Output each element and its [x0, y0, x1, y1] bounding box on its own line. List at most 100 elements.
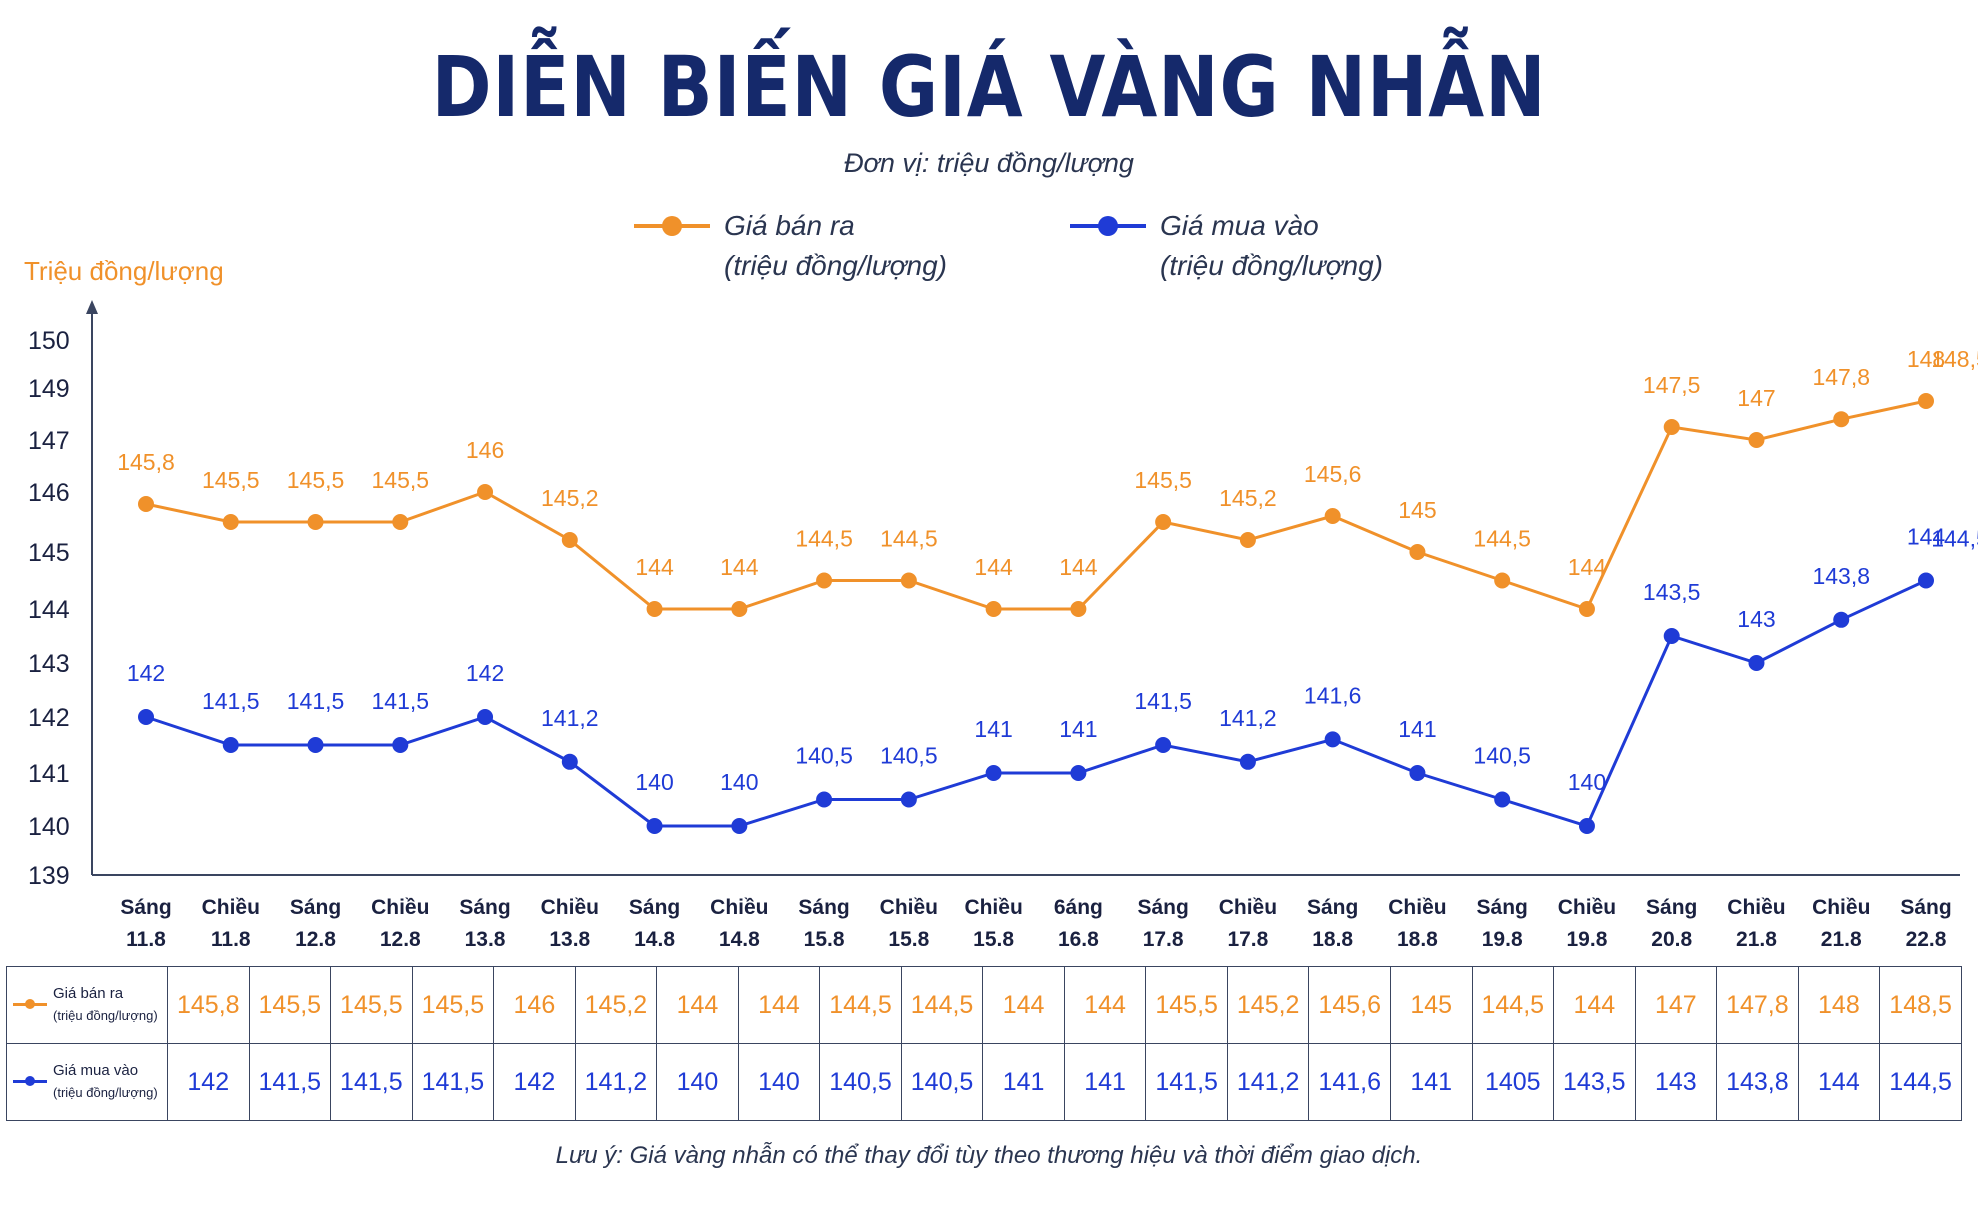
y-tick-label: 144 — [28, 596, 70, 624]
data-label: 142 — [127, 660, 165, 686]
x-tick-label: 19.8 — [1482, 928, 1523, 951]
x-tick-label: 21.8 — [1736, 928, 1777, 951]
data-label: 148 — [1907, 346, 1945, 372]
x-tick-label: 16.8 — [1058, 928, 1099, 951]
legend-marker-buy — [1070, 216, 1146, 236]
data-point — [1070, 601, 1087, 617]
x-tick-label: Sáng — [1900, 896, 1951, 919]
data-label: 140 — [720, 769, 758, 795]
x-tick-label: 14.8 — [719, 928, 760, 951]
x-tick-label: Chiều — [880, 896, 938, 919]
data-label: 144 — [1059, 554, 1098, 580]
table-cell: 144,5 — [1471, 966, 1555, 1044]
data-point — [731, 601, 748, 617]
data-point — [1324, 508, 1341, 524]
data-label: 140,5 — [795, 743, 853, 769]
x-tick-label: Chiều — [202, 896, 260, 919]
x-tick-label: Chiều — [1727, 896, 1785, 919]
table-cell: 142 — [167, 1043, 250, 1121]
table-cell: 144 — [1063, 966, 1147, 1044]
x-tick-label: Sáng — [1477, 896, 1528, 919]
x-tick-label: Sáng — [798, 896, 849, 919]
x-tick-label: 17.8 — [1143, 928, 1184, 951]
row-unit-sell: (triệu đồng/lượng) — [53, 1008, 158, 1023]
row-label-buy: Giá mua vào — [53, 1062, 139, 1079]
y-tick-label: 143 — [28, 650, 70, 678]
data-label: 144,5 — [1473, 526, 1531, 552]
table-cell: 145,2 — [574, 966, 658, 1044]
table-cell: 143,8 — [1716, 1043, 1799, 1121]
data-point — [985, 765, 1002, 781]
data-label: 145,8 — [117, 449, 175, 475]
legend-unit-sell: (triệu đồng/lượng) — [724, 250, 948, 281]
data-label: 142 — [466, 660, 504, 686]
data-point — [222, 514, 239, 530]
x-tick-label: 15.8 — [973, 928, 1014, 951]
table-cell: 144,5 — [1879, 1043, 1962, 1121]
data-point — [1155, 737, 1172, 753]
data-point — [1578, 818, 1595, 834]
data-label: 145,2 — [541, 485, 599, 511]
data-point — [985, 601, 1002, 617]
x-tick-label: 13.8 — [549, 928, 590, 951]
data-point — [561, 532, 578, 548]
table-cell: 144 — [982, 966, 1065, 1044]
row-header-sell: Giá bán ra (triệu đồng/lượng) — [6, 966, 168, 1044]
table-cell: 147 — [1634, 966, 1718, 1044]
y-tick-label: 147 — [28, 427, 70, 455]
table-cell: 1405 — [1471, 1043, 1555, 1121]
data-label: 141,2 — [541, 705, 599, 731]
table-cell: 141 — [982, 1043, 1065, 1121]
table-cell: 146 — [493, 966, 576, 1044]
data-point — [392, 737, 409, 753]
data-label: 140,5 — [1473, 743, 1531, 769]
table-cell: 145,5 — [1145, 966, 1228, 1044]
data-point — [1833, 411, 1850, 428]
y-tick-label: 150 — [28, 327, 70, 355]
x-tick-label: Chiều — [371, 896, 429, 919]
table-cell: 144 — [1553, 966, 1636, 1044]
x-tick-label: 13.8 — [465, 928, 506, 951]
x-tick-label: 20.8 — [1651, 928, 1692, 951]
table-cell: 145 — [1389, 966, 1473, 1044]
data-point — [1409, 765, 1426, 781]
x-tick-label: Sáng — [459, 896, 510, 919]
data-point — [1578, 601, 1595, 617]
x-tick-label: Chiều — [1219, 896, 1277, 919]
table-cell: 141,2 — [1226, 1043, 1310, 1121]
y-tick-label: 140 — [28, 813, 70, 841]
data-label: 146 — [466, 437, 504, 463]
y-tick-label: 142 — [28, 704, 70, 732]
x-tick-label: 19.8 — [1567, 928, 1608, 951]
table-cell: 140,5 — [900, 1043, 984, 1121]
line-chart: 139 140 141 142 143 144 145 146 147 149 150 Sáng 11.… — [28, 300, 1978, 951]
x-tick-label: 6áng — [1054, 896, 1103, 919]
table-cell: 142 — [493, 1043, 576, 1121]
data-label: 141,6 — [1304, 682, 1362, 708]
x-tick-label: Chiều — [710, 896, 768, 919]
x-tick-label: 21.8 — [1821, 928, 1862, 951]
data-label: 144,5 — [795, 526, 853, 552]
x-tick-label: Chiều — [1812, 896, 1870, 919]
data-point — [307, 514, 324, 530]
data-label: 147,8 — [1812, 364, 1870, 390]
table-cell: 140,5 — [819, 1043, 902, 1121]
data-label: 141 — [1398, 716, 1436, 742]
table-cell: 140 — [656, 1043, 739, 1121]
unit-note: Đơn vị: triệu đồng/lượng — [844, 148, 1134, 178]
data-label: 148,5 — [1931, 346, 1978, 372]
series-line — [145, 399, 1927, 611]
data-label: 145,5 — [372, 467, 430, 493]
data-label: 144,5 — [1931, 526, 1978, 552]
data-point — [646, 818, 663, 834]
table-cell: 141,6 — [1308, 1043, 1391, 1121]
data-point — [1494, 791, 1511, 808]
data-label: 144 — [635, 554, 674, 580]
table-cell: 145,5 — [411, 966, 495, 1044]
table-cell: 145,2 — [1226, 966, 1310, 1044]
table-cell: 145,6 — [1308, 966, 1391, 1044]
data-point — [222, 737, 239, 753]
data-point — [1663, 628, 1680, 644]
data-point — [1748, 432, 1765, 448]
